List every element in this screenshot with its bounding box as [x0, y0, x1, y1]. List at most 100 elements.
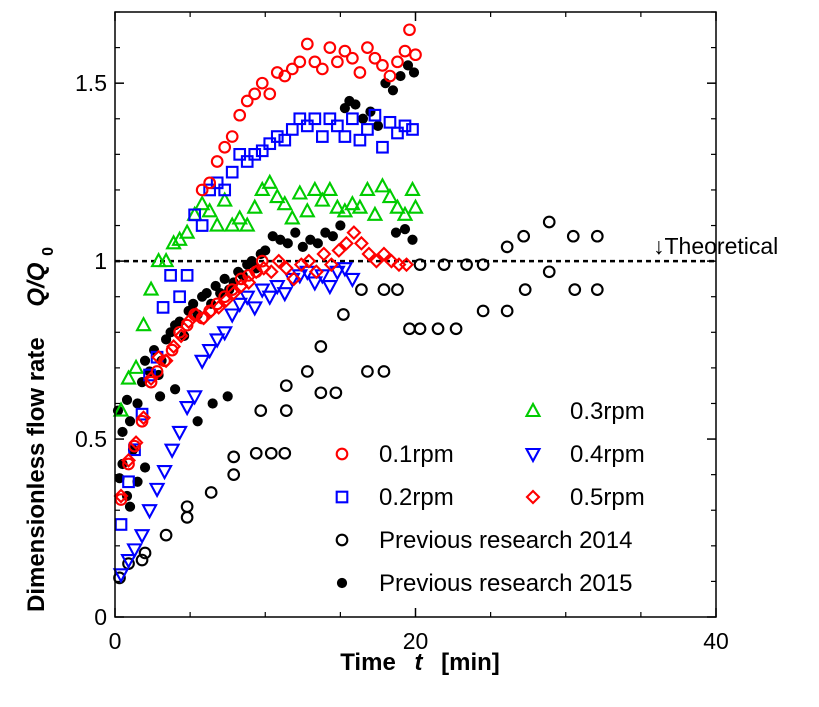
data-point	[171, 425, 188, 442]
series-0-2rpm	[114, 108, 419, 531]
tick-labels-layer: 0 20 40 0 0.5 1 1.5	[75, 70, 729, 654]
data-point	[269, 279, 286, 296]
data-point	[246, 301, 263, 317]
data-point	[402, 60, 414, 71]
data-point	[282, 238, 293, 249]
data-point	[542, 265, 556, 279]
data-point	[383, 115, 397, 129]
data-point	[223, 216, 241, 232]
y-tick-label: 1	[94, 248, 107, 274]
data-point	[255, 144, 269, 158]
data-point	[300, 119, 314, 133]
data-point	[323, 41, 337, 54]
data-point	[293, 55, 307, 69]
data-point	[160, 334, 172, 345]
x-axis-title-unit: [min]	[441, 649, 500, 676]
data-point	[263, 137, 277, 151]
legend-entry: 0.5rpm	[525, 484, 645, 511]
data-point	[210, 155, 224, 168]
data-point	[156, 301, 170, 314]
data-point	[327, 231, 338, 242]
x-axis-title-symbol: t	[414, 649, 423, 676]
data-point	[122, 457, 135, 471]
y-axis-title-subscript: 0	[40, 247, 57, 256]
data-point	[306, 180, 324, 196]
data-point	[201, 202, 218, 218]
data-point	[351, 198, 369, 214]
data-point	[216, 326, 233, 342]
legend-marker	[525, 489, 541, 505]
data-point	[138, 546, 152, 560]
data-point	[329, 265, 346, 281]
data-point	[193, 354, 211, 370]
data-point	[227, 468, 241, 481]
data-point	[120, 369, 137, 385]
data-point	[308, 55, 322, 69]
legend-marker	[335, 447, 349, 461]
data-point	[144, 375, 158, 389]
data-point	[170, 384, 181, 395]
data-point	[321, 279, 339, 296]
data-point	[127, 358, 145, 374]
x-axis-title-prefix: Time	[340, 649, 396, 676]
data-point	[368, 51, 382, 65]
data-point	[321, 180, 339, 196]
series-0-4rpm	[112, 262, 361, 584]
y-axis-title: Dimensionless flow rate Q/Q 0	[23, 247, 57, 612]
legend: 0.3rpm 0.1rpm 0.4rpm 0.2rpm 0.5rpm Previous r…	[335, 398, 645, 597]
data-point	[337, 308, 350, 321]
legend-entry: Previous research 2014	[335, 527, 632, 554]
data-point	[353, 66, 367, 79]
data-point	[518, 283, 532, 296]
series-0-3rpm	[112, 173, 424, 417]
legend-label: 0.4rpm	[570, 441, 645, 468]
data-point	[263, 87, 277, 101]
legend-entry: 0.4rpm	[524, 441, 645, 468]
data-point	[218, 290, 232, 304]
data-point	[163, 443, 181, 459]
data-point	[391, 55, 404, 69]
data-point	[359, 180, 376, 196]
data-point	[301, 253, 317, 269]
series-0-1rpm	[114, 23, 422, 506]
data-point	[590, 229, 604, 243]
data-point	[216, 191, 233, 207]
data-point	[377, 283, 391, 296]
data-point	[476, 258, 490, 272]
data-point	[233, 108, 247, 122]
data-point	[376, 140, 389, 154]
data-point	[381, 187, 399, 204]
data-point	[355, 283, 368, 296]
data-point	[331, 119, 344, 133]
data-point	[188, 308, 201, 321]
legend-entry: 0.2rpm	[335, 484, 454, 511]
data-point	[336, 262, 354, 278]
data-point	[323, 257, 339, 273]
data-point	[413, 322, 427, 336]
data-point	[403, 23, 416, 37]
data-point	[406, 123, 419, 136]
data-point	[249, 265, 263, 279]
data-point	[242, 269, 256, 282]
axis-ticks-layer	[114, 11, 717, 618]
data-point	[366, 205, 384, 221]
data-point	[234, 272, 248, 286]
data-points-layer	[112, 23, 604, 585]
data-point	[329, 386, 343, 400]
data-point	[204, 486, 218, 499]
data-point	[113, 488, 129, 504]
data-point	[270, 130, 284, 143]
data-point	[291, 184, 309, 200]
data-point	[339, 102, 350, 114]
data-point	[389, 198, 406, 214]
data-point	[241, 274, 257, 290]
data-point	[331, 242, 347, 258]
data-point	[180, 500, 194, 514]
data-point	[203, 176, 217, 190]
data-point	[361, 41, 374, 54]
data-point	[173, 290, 186, 304]
data-point	[387, 85, 399, 96]
data-point	[361, 246, 377, 262]
data-point	[188, 208, 201, 222]
